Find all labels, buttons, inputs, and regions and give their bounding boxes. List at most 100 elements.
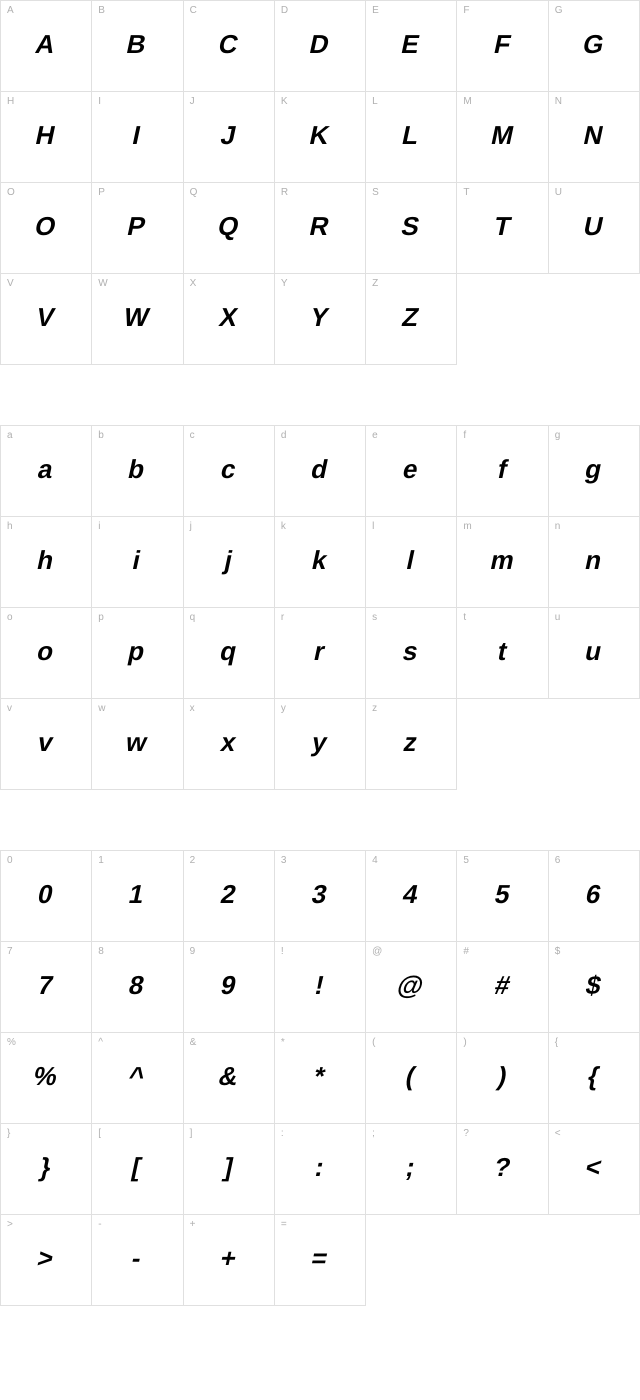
glyph-cell[interactable]: && xyxy=(184,1033,275,1124)
glyph-display: : xyxy=(312,1152,328,1183)
glyph-cell[interactable]: bb xyxy=(92,426,183,517)
glyph-display: b xyxy=(126,454,149,485)
glyph-cell[interactable]: 66 xyxy=(549,851,640,942)
glyph-cell[interactable]: FF xyxy=(457,1,548,92)
glyph-cell[interactable]: ZZ xyxy=(366,274,457,365)
glyph-cell[interactable]: RR xyxy=(275,183,366,274)
glyph-cell[interactable]: 55 xyxy=(457,851,548,942)
glyph-display: # xyxy=(492,970,514,1001)
glyph-cell[interactable]: vv xyxy=(1,699,92,790)
glyph-cell[interactable]: cc xyxy=(184,426,275,517)
glyph-cell[interactable]: }} xyxy=(1,1124,92,1215)
glyph-cell[interactable]: YY xyxy=(275,274,366,365)
glyph-cell[interactable]: gg xyxy=(549,426,640,517)
glyph-cell[interactable]: AA xyxy=(1,1,92,92)
glyph-cell[interactable]: ]] xyxy=(184,1124,275,1215)
glyph-cell[interactable]: qq xyxy=(184,608,275,699)
glyph-cell[interactable]: ^^ xyxy=(92,1033,183,1124)
glyph-cell[interactable]: JJ xyxy=(184,92,275,183)
glyph-cell[interactable]: ee xyxy=(366,426,457,517)
glyph-cell[interactable]: ff xyxy=(457,426,548,517)
glyph-label: i xyxy=(98,521,100,532)
glyph-cell[interactable]: << xyxy=(549,1124,640,1215)
glyph-cell[interactable]: pp xyxy=(92,608,183,699)
glyph-cell[interactable]: == xyxy=(275,1215,366,1306)
glyph-display: E xyxy=(399,29,424,60)
glyph-cell[interactable]: tt xyxy=(457,608,548,699)
glyph-cell[interactable]: 77 xyxy=(1,942,92,1033)
glyph-cell[interactable]: [[ xyxy=(92,1124,183,1215)
glyph-cell[interactable]: oo xyxy=(1,608,92,699)
glyph-cell[interactable]: 33 xyxy=(275,851,366,942)
glyph-cell[interactable]: -- xyxy=(92,1215,183,1306)
glyph-cell[interactable]: 00 xyxy=(1,851,92,942)
glyph-cell[interactable]: 44 xyxy=(366,851,457,942)
glyph-cell[interactable]: !! xyxy=(275,942,366,1033)
glyph-cell[interactable]: II xyxy=(92,92,183,183)
glyph-display: 1 xyxy=(126,879,148,910)
glyph-display: e xyxy=(400,454,422,485)
glyph-cell[interactable]: mm xyxy=(457,517,548,608)
glyph-display: 8 xyxy=(126,970,148,1001)
glyph-cell[interactable]: (( xyxy=(366,1033,457,1124)
glyph-cell[interactable]: )) xyxy=(457,1033,548,1124)
glyph-cell[interactable]: MM xyxy=(457,92,548,183)
glyph-cell[interactable]: uu xyxy=(549,608,640,699)
glyph-cell[interactable]: OO xyxy=(1,183,92,274)
glyph-cell[interactable]: CC xyxy=(184,1,275,92)
glyph-cell[interactable]: >> xyxy=(1,1215,92,1306)
glyph-cell[interactable]: ** xyxy=(275,1033,366,1124)
glyph-cell[interactable]: jj xyxy=(184,517,275,608)
glyph-cell[interactable]: :: xyxy=(275,1124,366,1215)
glyph-cell[interactable]: ?? xyxy=(457,1124,548,1215)
glyph-label: b xyxy=(98,430,104,441)
glyph-cell[interactable]: rr xyxy=(275,608,366,699)
glyph-cell[interactable]: ;; xyxy=(366,1124,457,1215)
glyph-cell[interactable]: XX xyxy=(184,274,275,365)
glyph-label: { xyxy=(555,1037,558,1048)
glyph-cell[interactable]: xx xyxy=(184,699,275,790)
glyph-cell[interactable]: {{ xyxy=(549,1033,640,1124)
glyph-cell[interactable]: UU xyxy=(549,183,640,274)
glyph-cell[interactable]: QQ xyxy=(184,183,275,274)
glyph-cell[interactable]: kk xyxy=(275,517,366,608)
glyph-cell[interactable]: yy xyxy=(275,699,366,790)
glyph-cell[interactable]: ii xyxy=(92,517,183,608)
glyph-cell[interactable]: 22 xyxy=(184,851,275,942)
glyph-cell[interactable]: ++ xyxy=(184,1215,275,1306)
glyph-cell[interactable]: ww xyxy=(92,699,183,790)
glyph-label: a xyxy=(7,430,13,441)
glyph-label: H xyxy=(7,96,14,107)
glyph-cell[interactable]: BB xyxy=(92,1,183,92)
glyph-cell[interactable]: nn xyxy=(549,517,640,608)
glyph-cell[interactable]: 11 xyxy=(92,851,183,942)
glyph-cell[interactable]: HH xyxy=(1,92,92,183)
glyph-label: y xyxy=(281,703,286,714)
glyph-cell[interactable]: @@ xyxy=(366,942,457,1033)
glyph-cell[interactable]: aa xyxy=(1,426,92,517)
glyph-cell[interactable]: dd xyxy=(275,426,366,517)
glyph-cell[interactable]: LL xyxy=(366,92,457,183)
glyph-cell[interactable]: EE xyxy=(366,1,457,92)
glyph-cell[interactable]: %% xyxy=(1,1033,92,1124)
glyph-cell[interactable]: PP xyxy=(92,183,183,274)
glyph-cell[interactable]: NN xyxy=(549,92,640,183)
glyph-cell[interactable]: ## xyxy=(457,942,548,1033)
glyph-cell[interactable]: 99 xyxy=(184,942,275,1033)
glyph-label: E xyxy=(372,5,379,16)
glyph-cell[interactable]: $$ xyxy=(549,942,640,1033)
glyph-cell[interactable]: KK xyxy=(275,92,366,183)
glyph-cell[interactable]: ss xyxy=(366,608,457,699)
glyph-cell[interactable]: 88 xyxy=(92,942,183,1033)
glyph-cell[interactable]: DD xyxy=(275,1,366,92)
glyph-cell[interactable]: TT xyxy=(457,183,548,274)
glyph-cell[interactable]: GG xyxy=(549,1,640,92)
glyph-cell[interactable]: WW xyxy=(92,274,183,365)
glyph-display: X xyxy=(216,302,241,333)
glyph-cell[interactable]: zz xyxy=(366,699,457,790)
glyph-cell[interactable]: hh xyxy=(1,517,92,608)
glyph-cell[interactable]: SS xyxy=(366,183,457,274)
glyph-cell[interactable]: ll xyxy=(366,517,457,608)
glyph-cell[interactable]: VV xyxy=(1,274,92,365)
glyph-label: q xyxy=(190,612,196,623)
